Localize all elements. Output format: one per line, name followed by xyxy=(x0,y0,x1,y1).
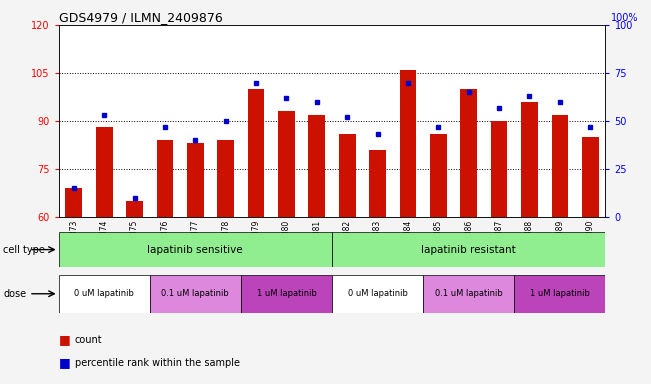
Bar xyxy=(150,275,241,313)
Bar xyxy=(96,127,113,217)
Text: 100%: 100% xyxy=(611,13,639,23)
Text: 0.1 uM lapatinib: 0.1 uM lapatinib xyxy=(161,289,229,298)
Bar xyxy=(217,140,234,217)
Text: ■: ■ xyxy=(59,333,70,346)
Text: ■: ■ xyxy=(59,356,70,369)
Text: 0 uM lapatinib: 0 uM lapatinib xyxy=(74,289,134,298)
Bar xyxy=(126,201,143,217)
Text: dose: dose xyxy=(3,289,27,299)
Bar xyxy=(332,275,423,313)
Text: percentile rank within the sample: percentile rank within the sample xyxy=(75,358,240,368)
Text: 0 uM lapatinib: 0 uM lapatinib xyxy=(348,289,408,298)
Bar xyxy=(430,134,447,217)
Text: 1 uM lapatinib: 1 uM lapatinib xyxy=(530,289,590,298)
Bar xyxy=(582,137,599,217)
Text: GDS4979 / ILMN_2409876: GDS4979 / ILMN_2409876 xyxy=(59,12,223,25)
Text: lapatinib sensitive: lapatinib sensitive xyxy=(148,245,243,255)
Bar xyxy=(423,275,514,313)
Bar xyxy=(309,114,326,217)
Bar xyxy=(332,232,605,267)
Bar xyxy=(241,275,332,313)
Bar xyxy=(59,275,150,313)
Text: count: count xyxy=(75,335,102,345)
Bar xyxy=(187,143,204,217)
Bar xyxy=(247,89,264,217)
Text: 1 uM lapatinib: 1 uM lapatinib xyxy=(256,289,316,298)
Bar xyxy=(65,188,82,217)
Bar xyxy=(551,114,568,217)
Bar xyxy=(59,232,332,267)
Bar xyxy=(514,275,605,313)
Bar xyxy=(460,89,477,217)
Text: 0.1 uM lapatinib: 0.1 uM lapatinib xyxy=(435,289,503,298)
Bar xyxy=(369,150,386,217)
Text: lapatinib resistant: lapatinib resistant xyxy=(421,245,516,255)
Bar xyxy=(400,70,417,217)
Bar xyxy=(521,102,538,217)
Bar xyxy=(278,111,295,217)
Bar xyxy=(339,134,355,217)
Bar xyxy=(156,140,173,217)
Text: cell type: cell type xyxy=(3,245,45,255)
Bar xyxy=(491,121,508,217)
